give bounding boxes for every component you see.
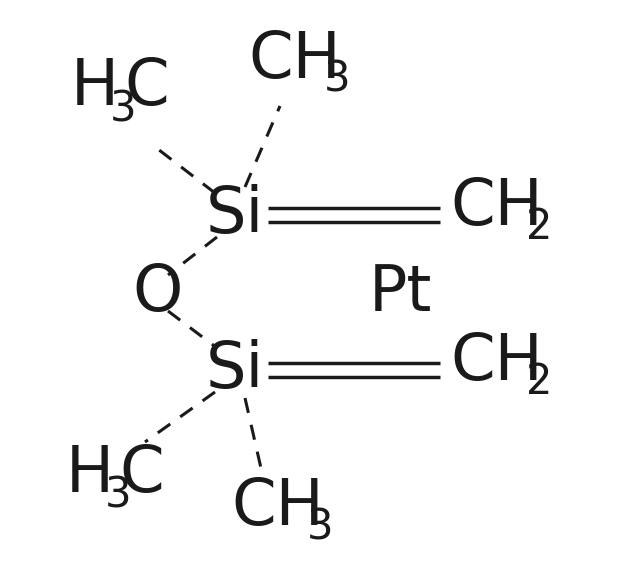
Text: C: C	[125, 56, 170, 118]
Text: O: O	[133, 262, 183, 324]
Text: H: H	[71, 56, 119, 118]
Text: Si: Si	[206, 339, 264, 401]
Text: 3: 3	[324, 59, 350, 101]
Text: Pt: Pt	[368, 262, 432, 324]
Text: CH: CH	[249, 29, 341, 91]
Text: CH: CH	[232, 476, 324, 538]
Text: 3: 3	[105, 475, 131, 517]
Text: CH: CH	[451, 176, 543, 238]
Text: 3: 3	[109, 88, 136, 130]
Text: 2: 2	[526, 361, 552, 403]
Text: CH: CH	[451, 331, 543, 393]
Text: H: H	[66, 443, 114, 505]
Text: C: C	[120, 443, 164, 505]
Text: 2: 2	[526, 206, 552, 248]
Text: 3: 3	[307, 506, 333, 548]
Text: Si: Si	[206, 184, 264, 246]
